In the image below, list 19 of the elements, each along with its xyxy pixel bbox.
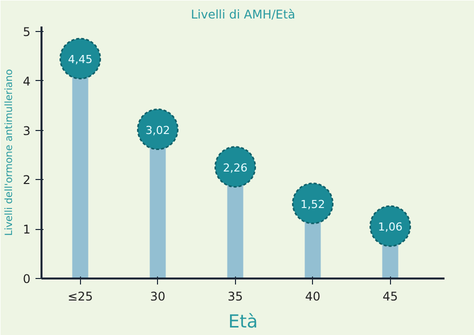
x-tick-label: 30 <box>150 290 166 304</box>
x-tick-label: ≤25 <box>68 290 93 304</box>
y-tick-label: 0 <box>22 272 31 286</box>
data-label: 4,45 <box>68 53 93 66</box>
y-tick-label: 3 <box>22 124 31 138</box>
data-label: 3,02 <box>146 124 170 137</box>
data-label: 1,52 <box>300 198 326 211</box>
data-label: 2,26 <box>223 161 248 174</box>
x-tick-label: 40 <box>305 290 320 304</box>
y-tick-label: 5 <box>22 24 31 39</box>
x-tick-label: 35 <box>228 290 243 304</box>
x-axis-title: Età <box>228 312 258 332</box>
chart-title: Livelli di AMH/Età <box>190 8 296 22</box>
y-axis-title: Livelli dell'ormone antimulleriano <box>4 69 15 236</box>
y-tick-label: 2 <box>22 173 31 188</box>
y-tick-label: 1 <box>22 222 31 237</box>
data-label: 1,06 <box>378 220 403 234</box>
x-tick-label: 45 <box>382 290 398 304</box>
y-tick-label: 4 <box>22 74 31 88</box>
